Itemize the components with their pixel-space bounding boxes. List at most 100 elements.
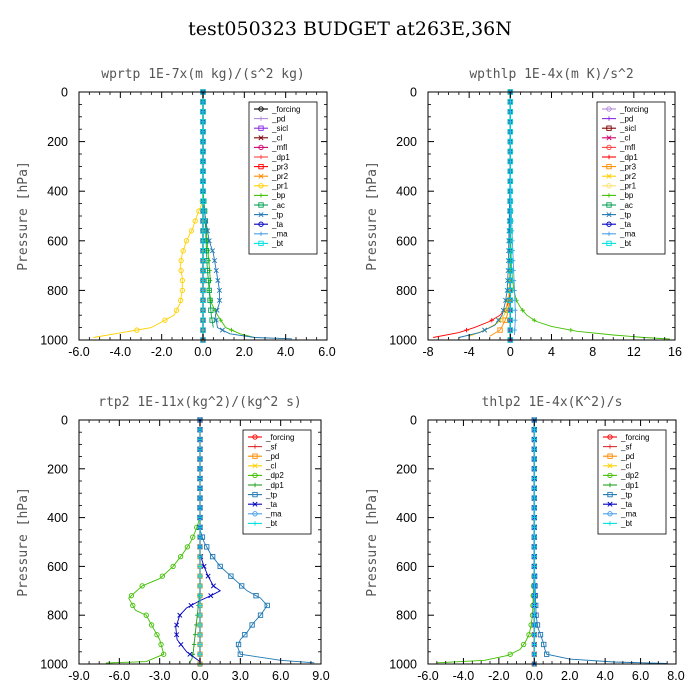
series-bt <box>200 89 206 343</box>
data-point <box>532 447 537 452</box>
data-point <box>544 651 550 657</box>
data-point <box>197 593 203 598</box>
data-point <box>264 602 270 609</box>
legend-marker <box>252 511 258 517</box>
legend-label: _sicl <box>271 124 288 133</box>
data-point <box>507 218 513 224</box>
data-point <box>507 248 513 254</box>
data-point <box>200 238 206 244</box>
data-point <box>178 297 184 303</box>
legend-marker <box>258 183 264 189</box>
x-tick-label: 9.0 <box>312 669 329 683</box>
y-tick-label: 600 <box>47 234 68 248</box>
data-point <box>209 553 216 560</box>
data-point <box>161 651 167 657</box>
data-point <box>200 307 206 313</box>
data-point <box>229 327 234 333</box>
data-point <box>507 109 513 115</box>
data-point <box>178 267 184 274</box>
legend-marker <box>606 231 612 236</box>
data-point <box>532 583 537 589</box>
data-point <box>507 287 513 294</box>
legend-label: _pd <box>265 452 279 461</box>
legend-label: _dp2 <box>620 471 639 480</box>
legend-marker <box>607 482 613 488</box>
data-point <box>507 99 513 105</box>
data-point <box>205 277 212 284</box>
data-point <box>218 317 223 323</box>
x-tick-label: 12 <box>627 345 641 359</box>
legend-label: _ma <box>619 230 636 239</box>
data-point <box>143 612 149 618</box>
legend-marker <box>607 453 613 459</box>
data-point <box>200 129 206 135</box>
legend-label: _bt <box>265 519 278 528</box>
data-point <box>507 317 513 323</box>
legend-label: _tp <box>620 490 633 499</box>
data-point <box>532 437 537 442</box>
data-point <box>249 622 255 628</box>
x-tick-label: -6.0 <box>109 669 131 683</box>
legend-label: _forcing <box>265 433 294 442</box>
y-tick-label: 400 <box>47 185 68 199</box>
x-tick-label: -2.0 <box>151 345 173 359</box>
data-point <box>568 327 573 333</box>
series-bt <box>532 417 537 667</box>
legend-label: _bt <box>271 239 284 248</box>
y-tick-label: 0 <box>61 414 68 428</box>
series-dp2 <box>436 417 537 664</box>
data-point <box>507 129 513 135</box>
data-point <box>507 277 513 284</box>
data-point <box>209 248 216 254</box>
x-tick-label: 4 <box>548 345 555 359</box>
data-point <box>464 327 469 333</box>
legend-marker <box>606 183 612 189</box>
data-point <box>200 158 206 165</box>
data-point <box>200 168 206 175</box>
data-point <box>511 258 516 263</box>
data-point <box>532 317 537 323</box>
data-point <box>213 317 219 323</box>
data-point <box>237 651 243 657</box>
legend-label: _tp <box>619 210 632 219</box>
data-point <box>148 622 155 628</box>
legend-label: _ta <box>271 220 284 229</box>
data-point <box>200 218 206 224</box>
legend-marker <box>606 144 612 151</box>
legend-marker <box>258 125 264 131</box>
data-point <box>183 238 190 244</box>
data-point <box>532 603 537 608</box>
data-point <box>532 642 537 647</box>
panel-title: wprtp 1E-7x(m kg)/(s^2 kg) <box>101 67 305 82</box>
x-tick-label: -9.0 <box>68 669 90 683</box>
data-point <box>532 593 537 598</box>
data-point <box>200 267 206 274</box>
data-point <box>177 553 184 560</box>
legend-label: _dp2 <box>265 471 284 480</box>
x-tick-label: -3.0 <box>149 669 171 683</box>
series-dp1 <box>433 89 513 338</box>
data-point <box>188 602 194 608</box>
x-tick-label: 4.0 <box>277 345 294 359</box>
data-point <box>242 632 248 638</box>
data-point <box>507 198 513 204</box>
legend-label: _ac <box>271 201 285 210</box>
data-point <box>205 573 211 579</box>
data-point <box>500 307 506 313</box>
series-line <box>458 92 511 338</box>
series-line <box>93 92 204 338</box>
legend-marker <box>607 472 613 479</box>
panel-2: wpthlp 1E-4x(m K)/s^2 Pressure [hPa] -8 -4 0… <box>365 67 682 359</box>
x-tick-label: 6.0 <box>632 669 649 683</box>
legend-marker <box>258 221 264 227</box>
legend-marker <box>252 472 258 479</box>
data-point <box>197 573 203 579</box>
x-tick-label: -8 <box>422 345 433 359</box>
data-point <box>507 267 513 274</box>
legend-marker <box>258 135 264 141</box>
legend: _forcing_pd_sicl_cl_mfl_dp1_pr3_pr2_pr1_… <box>248 101 318 255</box>
data-point <box>213 268 219 274</box>
legend-box <box>597 429 667 535</box>
data-point <box>188 228 195 234</box>
legend-label: _sf <box>620 442 632 451</box>
